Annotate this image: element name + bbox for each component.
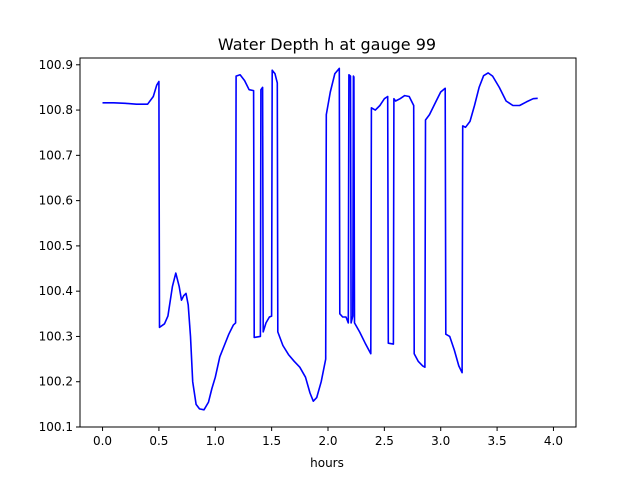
- plot-area: [79, 57, 577, 428]
- y-tick-label: 100.8: [39, 103, 73, 117]
- x-tick-label: 1.5: [262, 434, 281, 448]
- series-line-0: [102, 67, 538, 411]
- y-tick-label: 100.2: [39, 375, 73, 389]
- x-axis: 0.0 0.5 1.0 1.5 2.0 2.5 3.0 3.5 4.0: [93, 427, 563, 448]
- x-tick-label: 0.5: [149, 434, 168, 448]
- x-tick-label: 4.0: [544, 434, 563, 448]
- x-tick-label: 1.0: [206, 434, 225, 448]
- y-tick-label: 100.4: [39, 284, 73, 298]
- y-tick-label: 100.1: [39, 420, 73, 434]
- chart-title: Water Depth h at gauge 99: [218, 35, 436, 54]
- y-tick-label: 100.5: [39, 239, 73, 253]
- x-tick-label: 2.5: [375, 434, 394, 448]
- x-tick-label: 0.0: [93, 434, 112, 448]
- y-tick-label: 100.3: [39, 329, 73, 343]
- x-axis-label: hours: [310, 456, 344, 470]
- y-tick-label: 100.6: [39, 194, 73, 208]
- plot-frame: [79, 57, 577, 428]
- x-tick-label: 3.5: [488, 434, 507, 448]
- y-axis: 100.1 100.2 100.3 100.4 100.5 100.6 100.7 100.8…: [39, 58, 80, 434]
- x-tick-label: 2.0: [318, 434, 337, 448]
- y-tick-label: 100.9: [39, 58, 73, 72]
- y-tick-label: 100.7: [39, 148, 73, 162]
- x-tick-label: 3.0: [431, 434, 450, 448]
